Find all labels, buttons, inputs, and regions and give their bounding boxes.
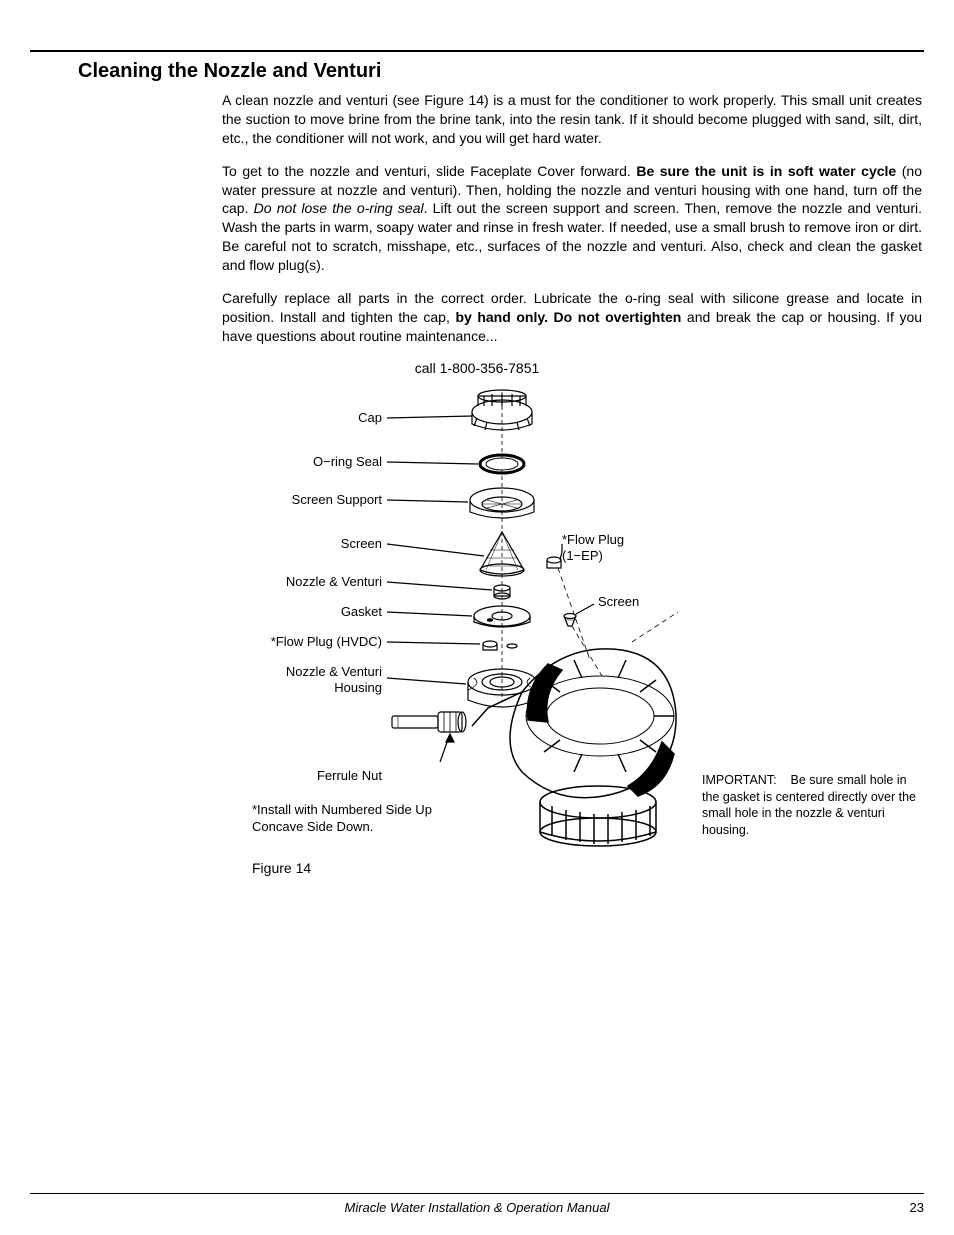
- section-heading: Cleaning the Nozzle and Venturi: [30, 60, 924, 83]
- call-line: call 1-800-356-7851: [30, 360, 924, 376]
- label-nv-housing-1: Nozzle & Venturi: [222, 664, 382, 679]
- label-ferrule-nut: Ferrule Nut: [222, 768, 382, 783]
- label-screen-support: Screen Support: [222, 492, 382, 507]
- footer-page-number: 23: [884, 1200, 924, 1215]
- label-cap: Cap: [222, 410, 382, 425]
- figure-caption: Figure 14: [252, 860, 311, 876]
- label-flow-plug-1ep-2: (1−EP): [562, 548, 603, 563]
- paragraph-2: To get to the nozzle and venturi, slide …: [222, 162, 922, 275]
- p2-bold-1: Be sure the unit is in soft water cycle: [636, 163, 896, 179]
- page-footer: Miracle Water Installation & Operation M…: [30, 1193, 924, 1215]
- label-nozzle-venturi: Nozzle & Venturi: [222, 574, 382, 589]
- label-flow-plug-1ep-1: *Flow Plug: [562, 532, 624, 547]
- label-screen-1: Screen: [222, 536, 382, 551]
- paragraph-1: A clean nozzle and venturi (see Figure 1…: [222, 91, 922, 148]
- paragraph-3: Carefully replace all parts in the corre…: [222, 289, 922, 346]
- label-nv-housing-2: Housing: [222, 680, 382, 695]
- label-oring: O−ring Seal: [222, 454, 382, 469]
- footer-title: Miracle Water Installation & Operation M…: [70, 1200, 884, 1215]
- important-label: IMPORTANT:: [702, 772, 777, 789]
- top-rule: [30, 50, 924, 52]
- important-note: IMPORTANT:Be sure small hole in the gask…: [702, 772, 922, 840]
- label-flow-plug-hvdc: *Flow Plug (HVDC): [222, 634, 382, 649]
- figure-14: Cap O−ring Seal Screen Support Screen No…: [222, 382, 922, 882]
- p3-bold: by hand only. Do not overtighten: [455, 309, 681, 325]
- label-screen-2: Screen: [598, 594, 639, 609]
- label-gasket: Gasket: [222, 604, 382, 619]
- install-note-2: Concave Side Down.: [252, 819, 432, 836]
- install-note-1: *Install with Numbered Side Up: [252, 802, 432, 819]
- p2-text-a: To get to the nozzle and venturi, slide …: [222, 163, 636, 179]
- p2-italic: Do not lose the o-ring seal: [254, 200, 424, 216]
- footer-spacer: [30, 1200, 70, 1215]
